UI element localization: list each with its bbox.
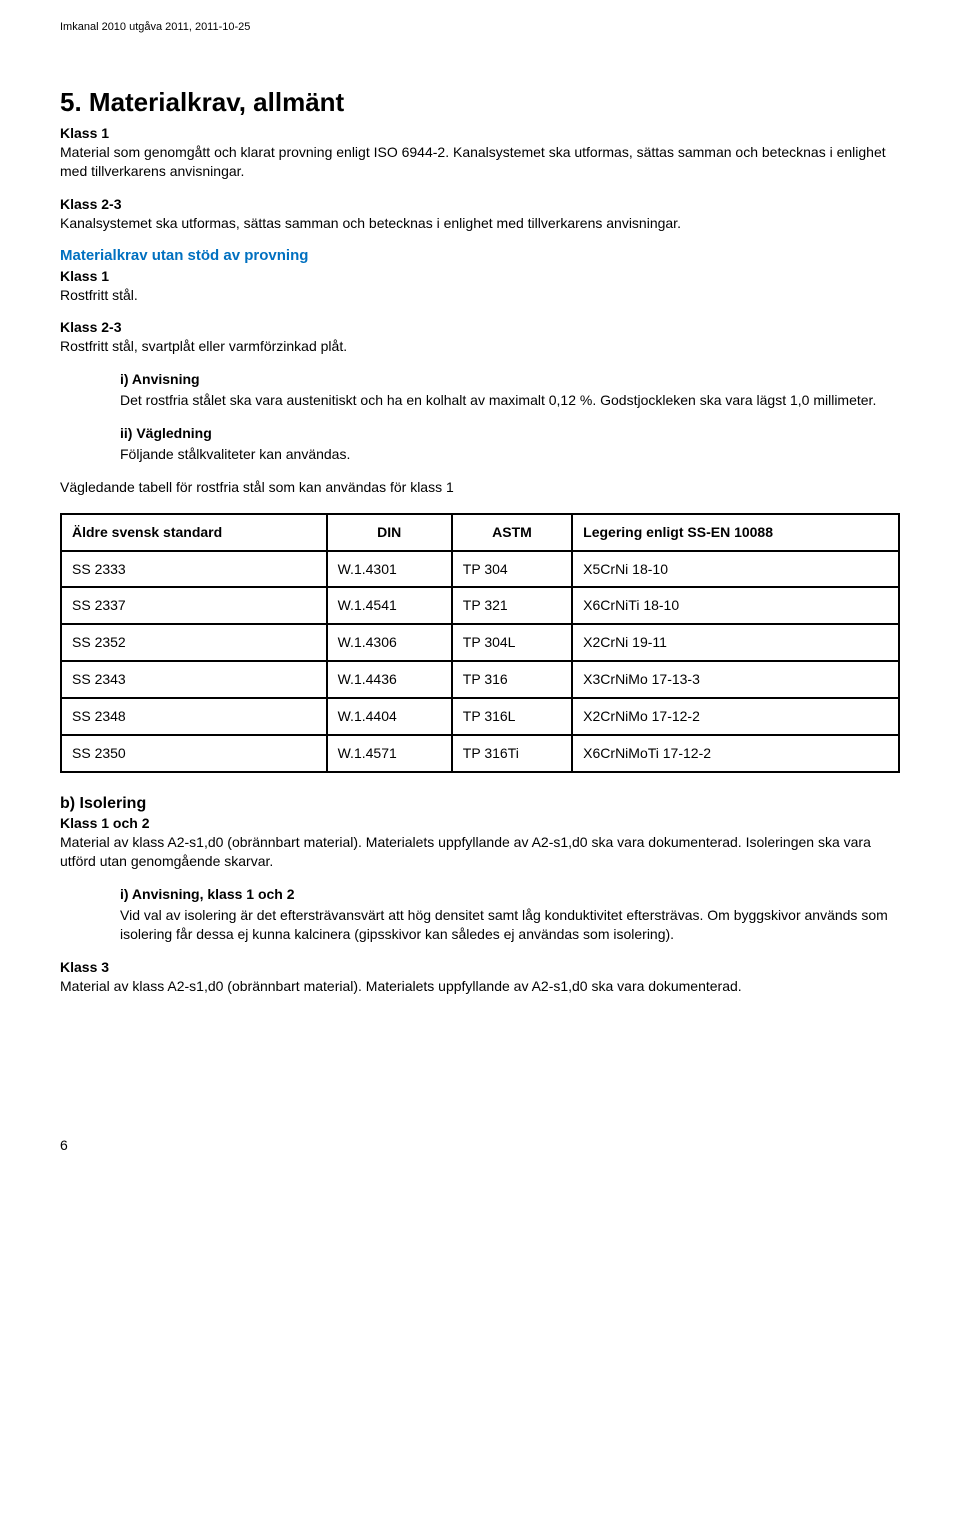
klass1-label: Klass 1 — [60, 125, 109, 141]
page-title: 5. Materialkrav, allmänt — [60, 85, 900, 120]
th-3: Legering enligt SS-EN 10088 — [572, 514, 899, 551]
table-row: SS 2337W.1.4541TP 321X6CrNiTi 18-10 — [61, 587, 899, 624]
iso-klass3-text: Material av klass A2-s1,d0 (obrännbart m… — [60, 978, 742, 994]
table-cell: SS 2337 — [61, 587, 327, 624]
mk-klass1-block: Klass 1 Rostfritt stål. — [60, 267, 900, 305]
table-cell: SS 2343 — [61, 661, 327, 698]
table-caption: Vägledande tabell för rostfria stål som … — [60, 478, 900, 497]
th-1: DIN — [327, 514, 452, 551]
table-cell: X3CrNiMo 17-13-3 — [572, 661, 899, 698]
klass23-block: Klass 2-3 Kanalsystemet ska utformas, sä… — [60, 195, 900, 233]
klass23-text: Kanalsystemet ska utformas, sättas samma… — [60, 215, 681, 231]
table-header-row: Äldre svensk standard DIN ASTM Legering … — [61, 514, 899, 551]
mk-klass23-label: Klass 2-3 — [60, 319, 121, 335]
isolering-heading: b) Isolering — [60, 793, 900, 815]
anvisning-text: Det rostfria stålet ska vara austenitisk… — [120, 392, 876, 408]
sub-heading: Materialkrav utan stöd av provning — [60, 246, 900, 266]
mk-klass23-text: Rostfritt stål, svartplåt eller varmförz… — [60, 338, 347, 354]
iso-klass12-block: Klass 1 och 2 Material av klass A2-s1,d0… — [60, 814, 900, 871]
table-cell: SS 2350 — [61, 735, 327, 772]
table-cell: X5CrNi 18-10 — [572, 551, 899, 588]
mk-klass23-block: Klass 2-3 Rostfritt stål, svartplåt elle… — [60, 318, 900, 356]
table-cell: SS 2348 — [61, 698, 327, 735]
table-cell: TP 316L — [452, 698, 572, 735]
iso-klass3-label: Klass 3 — [60, 959, 109, 975]
iso-klass3-block: Klass 3 Material av klass A2-s1,d0 (obrä… — [60, 958, 900, 996]
table-cell: TP 304L — [452, 624, 572, 661]
anvisning-label: i) Anvisning — [120, 370, 900, 389]
klass23-label: Klass 2-3 — [60, 196, 121, 212]
mk-klass1-label: Klass 1 — [60, 268, 109, 284]
table-row: SS 2343W.1.4436TP 316X3CrNiMo 17-13-3 — [61, 661, 899, 698]
table-row: SS 2350W.1.4571TP 316TiX6CrNiMoTi 17-12-… — [61, 735, 899, 772]
iso-klass12-text: Material av klass A2-s1,d0 (obrännbart m… — [60, 834, 871, 869]
table-cell: TP 316Ti — [452, 735, 572, 772]
table-cell: TP 321 — [452, 587, 572, 624]
table-cell: X6CrNiMoTi 17-12-2 — [572, 735, 899, 772]
th-2: ASTM — [452, 514, 572, 551]
steel-table: Äldre svensk standard DIN ASTM Legering … — [60, 513, 900, 773]
header-note: Imkanal 2010 utgåva 2011, 2011-10-25 — [60, 20, 900, 35]
table-row: SS 2348W.1.4404TP 316LX2CrNiMo 17-12-2 — [61, 698, 899, 735]
table-cell: W.1.4571 — [327, 735, 452, 772]
table-row: SS 2333W.1.4301TP 304X5CrNi 18-10 — [61, 551, 899, 588]
klass1-block: Klass 1 Material som genomgått och klara… — [60, 124, 900, 181]
vagledning-block: ii) Vägledning Följande stålkvaliteter k… — [120, 424, 900, 464]
iso-klass12-label: Klass 1 och 2 — [60, 815, 150, 831]
th-0: Äldre svensk standard — [61, 514, 327, 551]
iso-anvisning-text: Vid val av isolering är det eftersträvan… — [120, 907, 888, 942]
vagledning-text: Följande stålkvaliteter kan användas. — [120, 446, 350, 462]
table-cell: TP 316 — [452, 661, 572, 698]
table-cell: X2CrNi 19-11 — [572, 624, 899, 661]
iso-anvisning-block: i) Anvisning, klass 1 och 2 Vid val av i… — [120, 885, 900, 944]
page-number: 6 — [60, 1136, 900, 1155]
klass1-text: Material som genomgått och klarat provni… — [60, 144, 886, 179]
table-cell: W.1.4436 — [327, 661, 452, 698]
mk-klass1-text: Rostfritt stål. — [60, 287, 138, 303]
table-cell: X6CrNiTi 18-10 — [572, 587, 899, 624]
table-cell: TP 304 — [452, 551, 572, 588]
anvisning-block: i) Anvisning Det rostfria stålet ska var… — [120, 370, 900, 410]
iso-anvisning-label: i) Anvisning, klass 1 och 2 — [120, 885, 900, 904]
table-cell: SS 2333 — [61, 551, 327, 588]
table-cell: SS 2352 — [61, 624, 327, 661]
vagledning-label: ii) Vägledning — [120, 424, 900, 443]
table-cell: W.1.4306 — [327, 624, 452, 661]
table-cell: W.1.4301 — [327, 551, 452, 588]
table-row: SS 2352W.1.4306TP 304LX2CrNi 19-11 — [61, 624, 899, 661]
table-cell: X2CrNiMo 17-12-2 — [572, 698, 899, 735]
table-cell: W.1.4541 — [327, 587, 452, 624]
table-cell: W.1.4404 — [327, 698, 452, 735]
